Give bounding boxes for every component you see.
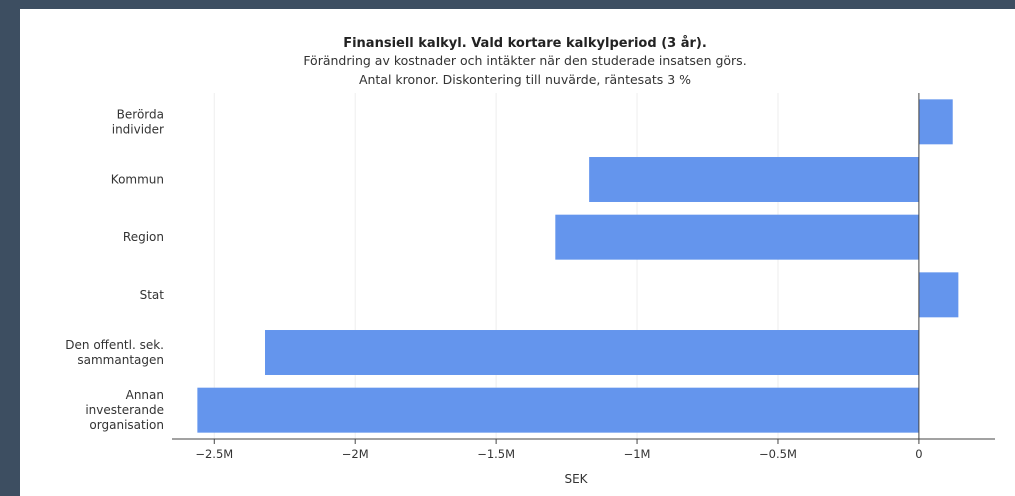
x-tick-label: 0 [915,447,922,461]
y-category-label: Kommun [111,173,164,187]
y-category-label: Region [123,230,164,244]
x-tick-label: −2.5M [195,447,233,461]
bar[interactable] [265,330,919,375]
y-category-label: investerande [85,403,164,417]
y-category-label: organisation [89,418,164,432]
y-category-label: sammantagen [77,353,164,367]
y-category-label: Berörda [117,107,164,121]
bar[interactable] [589,157,919,202]
axes [172,93,995,440]
x-axis-ticks: −2.5M −2M −1.5M −1M −0.5M 0 [195,439,923,461]
chart-title: Finansiell kalkyl. Vald kortare kalkylpe… [343,36,707,51]
x-tick-label: −1.5M [477,447,515,461]
bar[interactable] [918,99,953,145]
gridlines [213,93,779,439]
chart-panel: Finansiell kalkyl. Vald kortare kalkylpe… [20,9,1015,496]
y-category-label: Annan [126,388,164,402]
bar-chart: Finansiell kalkyl. Vald kortare kalkylpe… [65,36,995,486]
y-category-label: Stat [140,288,165,302]
bar[interactable] [555,214,919,260]
bar[interactable] [918,272,959,318]
bars [197,99,959,433]
bar[interactable] [197,387,919,433]
x-tick-label: −0.5M [759,447,797,461]
y-category-label: individer [112,122,164,136]
x-tick-label: −2M [342,447,369,461]
x-axis-title: SEK [564,472,588,486]
chart-subtitle-line-2: Antal kronor. Diskontering till nuvärde,… [359,72,691,87]
chart-subtitle-line-1: Förändring av kostnader och intäkter när… [303,53,746,68]
y-category-label: Den offentl. sek. [65,338,164,352]
x-tick-label: −1M [624,447,651,461]
